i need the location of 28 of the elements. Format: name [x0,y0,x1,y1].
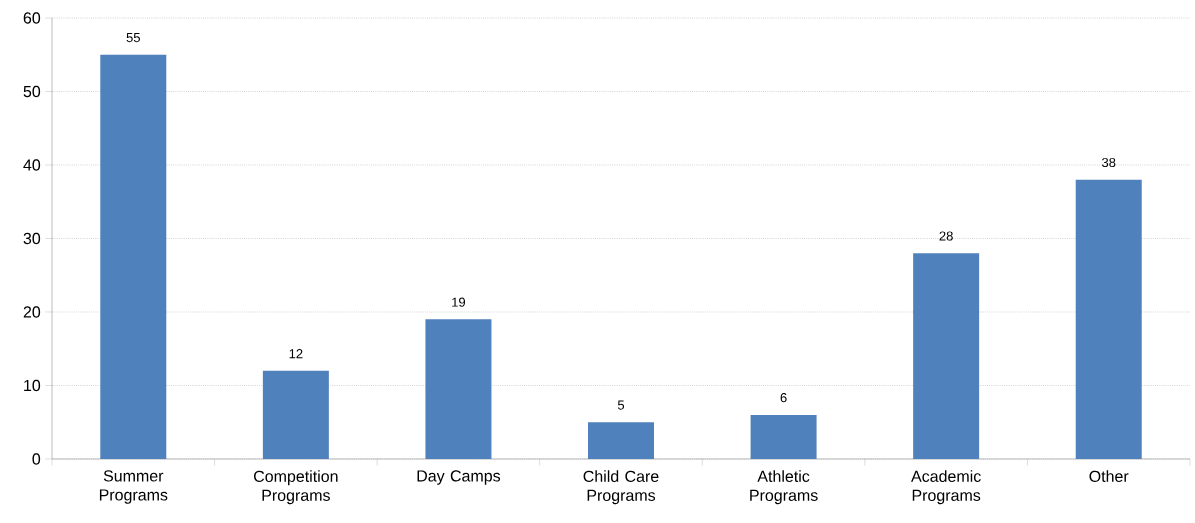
bar [262,370,329,459]
data-label: 55 [126,33,140,43]
x-tick-label: Summer Programs [99,470,168,504]
y-tick-label: 10 [24,379,41,392]
bar [425,319,492,459]
x-tick-label: Child Care Programs [583,470,659,505]
data-label: 12 [289,349,303,359]
data-label: 19 [452,297,466,307]
x-tick-label: Competition Programs [253,470,338,505]
x-tick-label: Day Camps [417,470,501,485]
bar [750,414,817,459]
x-tick-label: Other [1089,470,1129,482]
y-tick-label: 0 [32,453,41,465]
data-label: 38 [1101,157,1116,168]
data-label: 5 [617,400,625,410]
bar [588,422,655,459]
y-tick-label: 60 [23,12,41,24]
bar [1075,179,1142,459]
data-label: 6 [780,393,787,403]
data-label: 28 [939,231,953,241]
bar [913,253,980,459]
y-tick-label: 50 [23,85,41,98]
x-tick-label: Academic Programs [911,470,981,505]
bar [100,54,167,459]
y-tick-label: 40 [23,159,41,171]
x-tick-label: Athletic Programs [750,470,818,505]
y-tick-label: 30 [23,232,41,245]
y-tick-label: 20 [23,306,41,318]
